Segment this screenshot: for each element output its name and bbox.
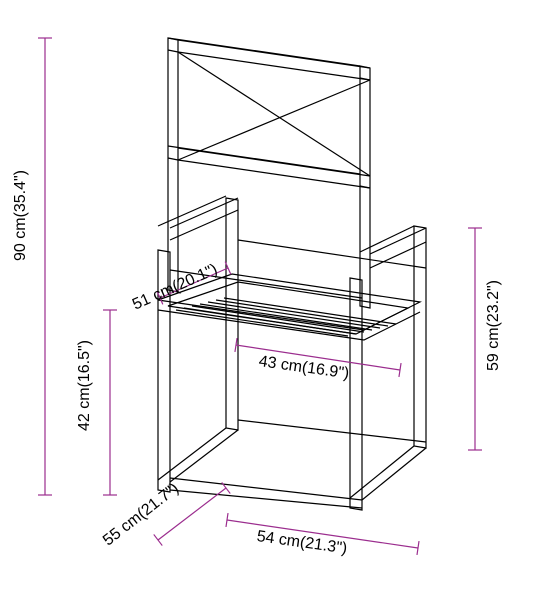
label-armrest-height: 59 cm(23.2") (485, 280, 503, 371)
label-height-total: 90 cm(35.4") (12, 170, 30, 261)
label-seat-height: 42 cm(16.5") (76, 340, 94, 431)
diagram-container: 90 cm(35.4") 42 cm(16.5") 51 cm(20.1") 4… (0, 0, 537, 600)
chair-drawing (0, 0, 537, 600)
